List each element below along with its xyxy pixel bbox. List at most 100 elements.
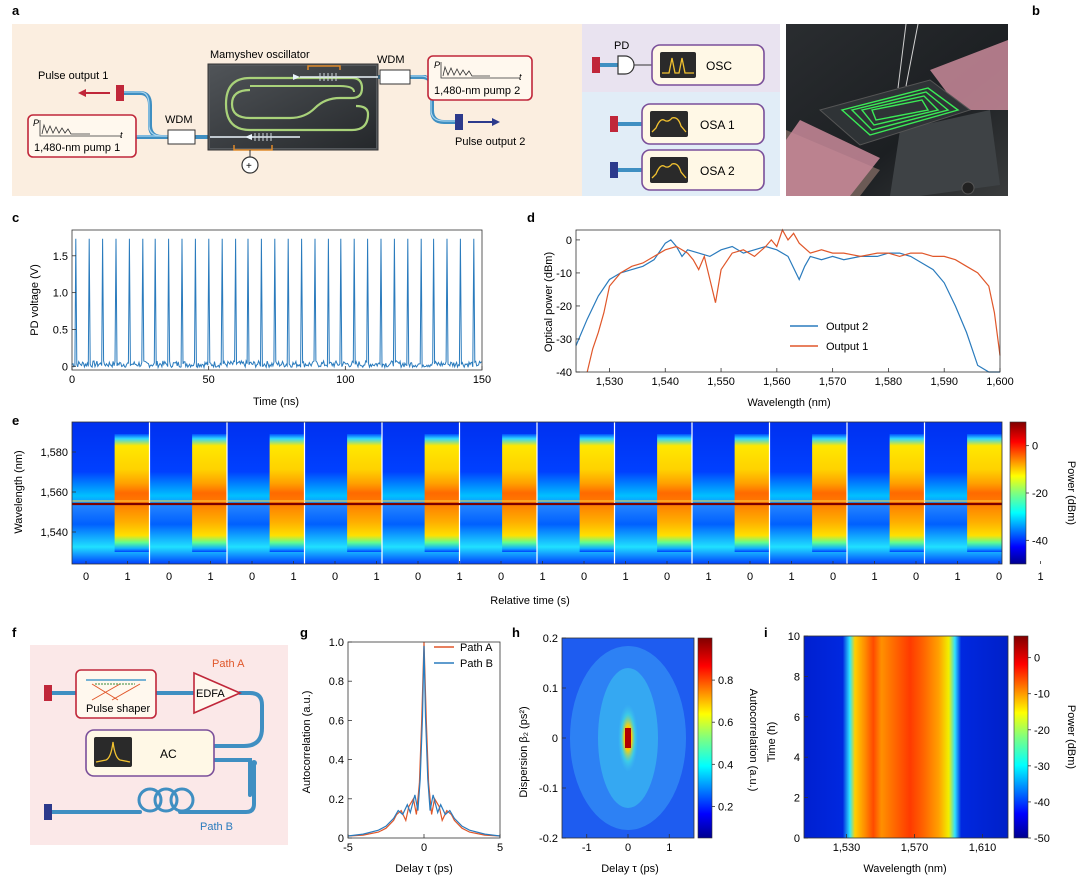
chart-g-ylabel: Autocorrelation (a.u.) bbox=[301, 691, 313, 794]
chart-e: 1,540 1,560 1,580 0 1 0 1 0 1 0 1 0 1 0 1 0 1 0 1 0 1 0 1 0 1 0 1 bbox=[40, 421, 1044, 583]
connector-osa1 bbox=[610, 116, 618, 132]
colorbar-e-tick-label: 0 bbox=[1032, 441, 1038, 453]
panel-label-i: i bbox=[764, 625, 768, 640]
colorbar-h-label: Autocorrelation (a.u.) bbox=[747, 689, 759, 792]
chart-e-ytick-label: 1,540 bbox=[40, 527, 68, 539]
chart-g-series-1 bbox=[347, 645, 501, 837]
colorbar-h-ticks: 0.2 0.4 0.6 0.8 bbox=[712, 675, 733, 813]
pump-2-axes bbox=[440, 62, 520, 79]
chart-c-xtick-label: 50 bbox=[203, 374, 215, 386]
panel-label-b: b bbox=[1032, 3, 1040, 18]
chart-d: 1,530 1,540 1,550 1,560 1,570 1,580 1,590 1,600… bbox=[556, 228, 1014, 388]
connector-output-2 bbox=[455, 114, 463, 130]
chart-e-xtick-label: 1 bbox=[705, 571, 711, 583]
wdm-right bbox=[379, 69, 411, 85]
colorbar-i-tick-label: -30 bbox=[1034, 761, 1050, 773]
panel-b: b bbox=[786, 3, 1040, 196]
chart-i-frame bbox=[803, 635, 1009, 839]
chart-e-segment bbox=[967, 434, 1002, 552]
chart-h-ytick-label: -0.2 bbox=[539, 833, 558, 845]
chart-d-frame bbox=[575, 229, 1001, 373]
osa2-trace bbox=[651, 163, 687, 179]
chart-e-xtick-label: 1 bbox=[539, 571, 545, 583]
chart-e-segment bbox=[657, 434, 692, 552]
label-osa2: OSA 2 bbox=[700, 164, 735, 178]
panel-h: h -1 0 1 -0.2 -0.1 0 0.1 0.2 Delay τ (ps) Dispe… bbox=[512, 625, 759, 875]
panel-label-h: h bbox=[512, 625, 520, 640]
chart-e-xtick-label: 0 bbox=[581, 571, 587, 583]
pump-1-axis-t: t bbox=[120, 130, 123, 140]
panel-label-g: g bbox=[300, 625, 308, 640]
legend-g-label-1: Path B bbox=[460, 658, 493, 670]
colorbar-i-tick-label: -20 bbox=[1034, 725, 1050, 737]
chart-c-frame bbox=[71, 229, 483, 371]
chart-c-series-pd bbox=[71, 238, 482, 370]
chart-c-xtick-label: 150 bbox=[473, 374, 491, 386]
chart-e-segment bbox=[424, 434, 460, 552]
chart-e-xtick-label: 0 bbox=[830, 571, 836, 583]
chart-i-xtick-label: 1,610 bbox=[969, 842, 997, 854]
arrow-top bbox=[293, 74, 300, 80]
pump-1-axis-p: P bbox=[33, 118, 39, 128]
chart-e-xtick-label: 0 bbox=[996, 571, 1002, 583]
chart-e-xtick-label: 1 bbox=[124, 571, 130, 583]
chart-g-ytick-label: 0.2 bbox=[329, 794, 344, 806]
chart-c-ytick-label: 0 bbox=[62, 361, 68, 373]
chart-h-ylabel: Dispersion β₂ (ps²) bbox=[518, 706, 530, 797]
chart-e-segment bbox=[347, 434, 382, 552]
connector-pd bbox=[592, 57, 600, 73]
colorbar-e-tick-label: -20 bbox=[1032, 488, 1048, 500]
photo-probe-1 bbox=[897, 23, 907, 89]
label-wdm-left: WDM bbox=[165, 114, 193, 126]
chart-d-xtick-label: 1,600 bbox=[986, 376, 1014, 388]
legend-d-label-0: Output 2 bbox=[826, 321, 868, 333]
chart-e-ylabel: Wavelength (nm) bbox=[13, 450, 25, 533]
chart-c-xtick-label: 0 bbox=[69, 374, 75, 386]
voltage-source-icon bbox=[241, 156, 259, 174]
chart-h: -1 0 1 -0.2 -0.1 0 0.1 0.2 bbox=[539, 633, 695, 854]
heater-bottom bbox=[233, 145, 273, 151]
legend-d-label-1: Output 1 bbox=[826, 341, 868, 353]
colorbar-i bbox=[1013, 635, 1029, 839]
chart-e-segment bbox=[269, 434, 305, 552]
chart-e-xtick-label: 1 bbox=[871, 571, 877, 583]
chart-g-ytick-label: 0.8 bbox=[329, 676, 344, 688]
chart-g-xtick-label: 0 bbox=[421, 842, 427, 854]
fiber-coil-path-b bbox=[137, 787, 195, 813]
chart-e-xtick-label: 0 bbox=[913, 571, 919, 583]
ring-waveguide bbox=[224, 76, 370, 132]
chart-i-ytick-label: 0 bbox=[794, 833, 800, 845]
wdm-left bbox=[167, 129, 196, 145]
chart-e-ytick-label: 1,580 bbox=[40, 447, 68, 459]
fiber-network-f bbox=[50, 691, 264, 814]
ac-screen bbox=[94, 737, 132, 767]
grating-bottom bbox=[254, 133, 272, 141]
chart-i-xtick-label: 1,570 bbox=[901, 842, 929, 854]
chart-c-ylabel: PD voltage (V) bbox=[29, 264, 41, 336]
pump-2-axis-p: P bbox=[434, 60, 440, 70]
colorbar-i-tick-label: 0 bbox=[1034, 653, 1040, 665]
chart-d-xtick-label: 1,590 bbox=[930, 376, 958, 388]
pulse-shaper-rays bbox=[91, 683, 141, 701]
chart-c: 0 50 100 150 0 0.5 1.0 1.5 bbox=[53, 229, 491, 386]
chart-d-xtick-label: 1,540 bbox=[651, 376, 679, 388]
chart-h-ytick-label: 0.2 bbox=[543, 633, 558, 645]
chart-e-xtick-label: 1 bbox=[456, 571, 462, 583]
label-pump-2: 1,480-nm pump 2 bbox=[434, 85, 520, 97]
chart-g-ytick-label: 0.4 bbox=[329, 755, 344, 767]
photo-screw bbox=[961, 181, 975, 195]
photo-fiber-holder-right bbox=[930, 40, 1008, 110]
label-pump-1: 1,480-nm pump 1 bbox=[34, 142, 120, 154]
chart-h-xtick-label: 1 bbox=[666, 842, 672, 854]
chart-h-xlabel: Delay τ (ps) bbox=[601, 863, 659, 875]
grating-top bbox=[319, 73, 337, 81]
label-edfa: EDFA bbox=[196, 688, 225, 700]
arrow-bottom bbox=[245, 134, 252, 140]
ring-waveguide-inner bbox=[250, 85, 355, 93]
chart-h-xtick-label: 0 bbox=[625, 842, 631, 854]
oscilloscope-trace bbox=[662, 57, 694, 74]
chart-e-segment bbox=[812, 434, 847, 552]
panel-label-a: a bbox=[12, 3, 20, 18]
label-osc: OSC bbox=[706, 59, 732, 73]
